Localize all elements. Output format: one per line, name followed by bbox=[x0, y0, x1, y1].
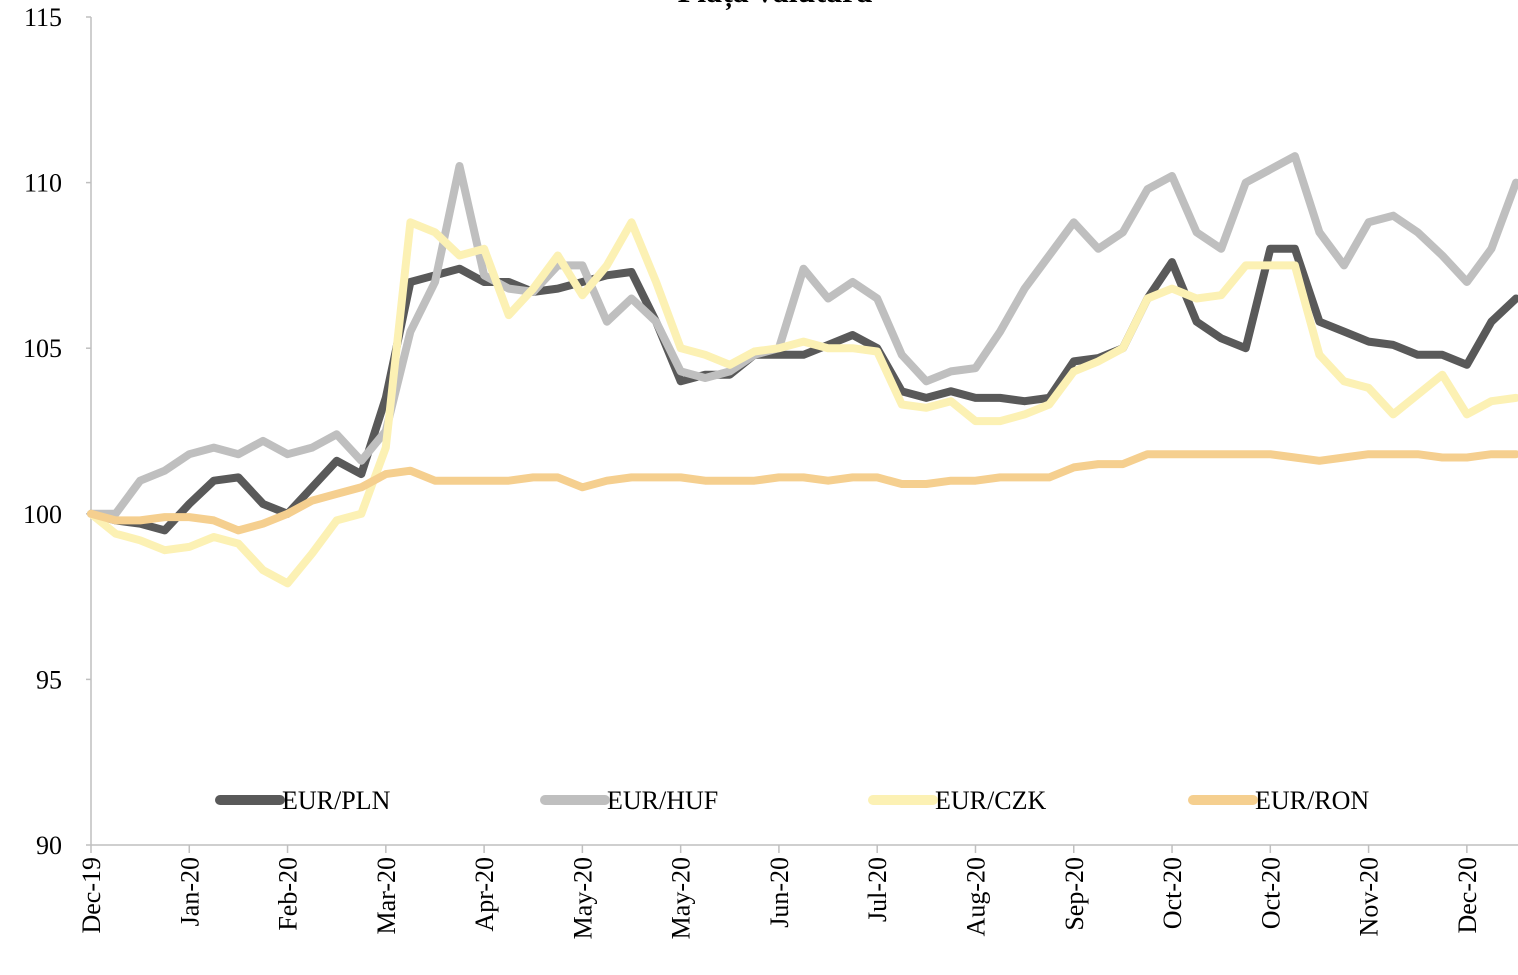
x-tick-label: Oct-20 bbox=[1256, 857, 1285, 929]
x-tick-label: Mar-20 bbox=[372, 857, 401, 934]
legend-label: EUR/PLN bbox=[282, 786, 391, 815]
x-tick-label: Jan-20 bbox=[175, 857, 204, 926]
y-tick-label: 105 bbox=[23, 334, 62, 363]
x-tick-label: Apr-20 bbox=[470, 857, 499, 932]
series-line bbox=[87, 450, 1518, 535]
series-line bbox=[87, 218, 1518, 588]
legend-label: EUR/HUF bbox=[607, 786, 718, 815]
x-tick-label: Feb-20 bbox=[274, 857, 303, 931]
x-tick-label: Dec-19 bbox=[77, 857, 106, 934]
series-line bbox=[87, 244, 1518, 535]
x-tick-label: Oct-20 bbox=[1158, 857, 1187, 929]
chart-title: Piața valutară bbox=[678, 0, 873, 10]
x-tick-label: Aug-20 bbox=[961, 857, 990, 936]
series-line bbox=[87, 152, 1518, 518]
legend-label: EUR/CZK bbox=[935, 786, 1046, 815]
y-tick-label: 110 bbox=[24, 169, 62, 198]
x-tick-label: May-20 bbox=[667, 857, 696, 939]
y-tick-label: 115 bbox=[24, 3, 62, 32]
y-tick-label: 95 bbox=[36, 665, 62, 694]
x-tick-label: Jun-20 bbox=[765, 857, 794, 928]
x-tick-label: Nov-20 bbox=[1355, 857, 1384, 936]
y-tick-label: 100 bbox=[23, 500, 62, 529]
x-tick-label: Sep-20 bbox=[1060, 857, 1089, 931]
x-tick-label: Jul-20 bbox=[863, 857, 892, 922]
y-tick-label: 90 bbox=[36, 831, 62, 860]
x-tick-label: Dec-20 bbox=[1453, 857, 1482, 934]
legend-label: EUR/RON bbox=[1255, 786, 1369, 815]
x-tick-label: May-20 bbox=[568, 857, 597, 939]
